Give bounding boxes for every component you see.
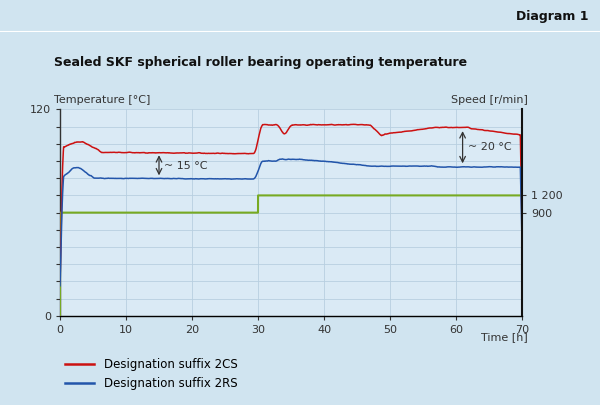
Text: ~ 20 °C: ~ 20 °C xyxy=(468,142,512,152)
Text: Time [h]: Time [h] xyxy=(481,332,528,342)
Text: Diagram 1: Diagram 1 xyxy=(515,10,588,23)
Text: Speed [r/min]: Speed [r/min] xyxy=(451,95,528,105)
Text: ~ 15 °C: ~ 15 °C xyxy=(164,161,208,171)
Text: Temperature [°C]: Temperature [°C] xyxy=(54,95,151,105)
Text: Sealed SKF spherical roller bearing operating temperature: Sealed SKF spherical roller bearing oper… xyxy=(54,56,467,69)
Legend: Designation suffix 2CS, Designation suffix 2RS: Designation suffix 2CS, Designation suff… xyxy=(60,354,242,395)
